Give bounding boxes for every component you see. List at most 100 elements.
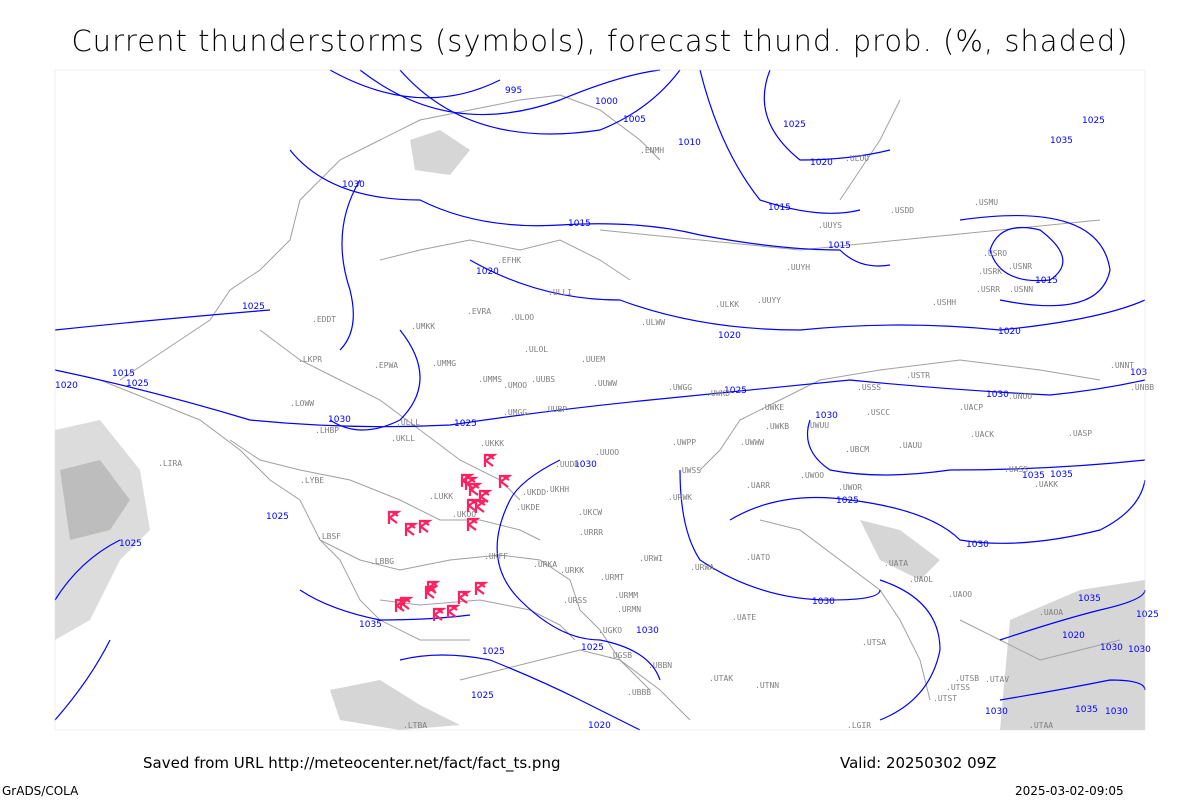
isobar-label: 1035: [1050, 136, 1073, 146]
station-label: .UUEM: [581, 355, 605, 364]
station-label: .UKLL: [391, 434, 415, 443]
station-label: .UAUU: [898, 441, 922, 450]
station-label: .ENMH: [640, 146, 664, 155]
isobar-label: 1005: [623, 115, 646, 125]
isobar-label: 1025: [119, 539, 142, 549]
isobar-label: 1025: [266, 512, 289, 522]
station-label: .URKK: [560, 566, 584, 575]
station-label: .UWGG: [668, 383, 692, 392]
map-title: Current thunderstorms (symbols), forecas…: [71, 24, 1129, 58]
station-label: .UARR: [746, 481, 770, 490]
station-label: .URSS: [563, 596, 587, 605]
station-label: .UKCW: [578, 508, 602, 517]
isobar-label: 1025: [126, 379, 149, 389]
station-label: .UMOO: [503, 381, 527, 390]
station-label: .UTSS: [946, 683, 970, 692]
station-label: .UASS: [1004, 465, 1028, 474]
station-label: .UWOR: [838, 483, 862, 492]
station-label: .USNN: [1009, 285, 1033, 294]
isobar-label: 1035: [1050, 470, 1073, 480]
station-label: .UTAK: [709, 674, 733, 683]
station-label: .UGSB: [608, 651, 632, 660]
thunderstorm-symbol: [474, 499, 489, 513]
map-frame: [54, 69, 1146, 731]
station-label: .UNBB: [1130, 383, 1154, 392]
isobar-label: 1020: [810, 158, 833, 168]
station-label: .UKFF: [484, 552, 508, 561]
station-label: .UAOO: [948, 590, 972, 599]
isobar-label: 1020: [1062, 631, 1085, 641]
station-label: .UUDD: [555, 460, 579, 469]
station-label: .UUOO: [595, 448, 619, 457]
station-label: .EDDT: [312, 315, 336, 324]
station-label: .URWA: [690, 563, 714, 572]
station-label: .URWI: [639, 554, 663, 563]
station-label: .UNOO: [1008, 392, 1032, 401]
station-label: .UMGG: [503, 408, 527, 417]
isobar-label: 1020: [588, 721, 611, 731]
isobar-label: 1030: [812, 597, 835, 607]
station-label: .LBBG: [370, 557, 394, 566]
station-label: .UACK: [970, 430, 994, 439]
isobar-label: 1030: [328, 415, 351, 425]
station-label: .ULLL: [396, 418, 420, 427]
isobar-label: 1015: [828, 241, 851, 251]
station-label: .UATA: [884, 559, 908, 568]
thunderstorm-symbol: [418, 519, 433, 533]
station-label: .EPWA: [374, 361, 398, 370]
station-label: .UATE: [732, 613, 756, 622]
isobar-label: 1030: [985, 707, 1008, 717]
isobar-label: 1035: [1022, 471, 1045, 481]
station-label: .URKA: [533, 560, 557, 569]
station-label: .URRR: [579, 528, 603, 537]
station-label: .URWK: [668, 493, 692, 502]
thunderstorm-symbol: [483, 453, 498, 467]
isobar-label: 1015: [768, 203, 791, 213]
station-label: .UUYH: [786, 263, 810, 272]
isobar-label: 1030: [986, 390, 1009, 400]
isobar-label: 1030: [1105, 707, 1128, 717]
isobar-label: 1035: [359, 620, 382, 630]
thunderstorm-symbol: [466, 517, 481, 531]
station-label: .USTR: [906, 371, 930, 380]
isobar-label: 1030: [966, 540, 989, 550]
thunderstorm-symbol: [498, 474, 513, 488]
station-label: .USHH: [932, 298, 956, 307]
thunderstorm-symbols: [387, 453, 513, 621]
station-label: .URMT: [600, 573, 624, 582]
isobar-label: 1015: [1035, 276, 1058, 286]
station-label: .UKOO: [452, 510, 476, 519]
station-label: .UAKK: [1034, 480, 1058, 489]
thunderstorm-symbol: [424, 585, 439, 599]
station-label: .ULWW: [641, 318, 665, 327]
station-label: .UNNT: [1110, 361, 1134, 370]
isobar-label: 1025: [482, 647, 505, 657]
thunderstorm-symbol: [446, 604, 461, 618]
isobar-label: 1030: [342, 180, 365, 190]
station-labels: .ENMH .ULOO .UUYS .USDD .USMU .UUYH .USRO .USRK…: [158, 146, 1154, 730]
thunderstorm-symbol: [474, 581, 489, 595]
isobar-label: 1035: [1075, 705, 1098, 715]
software-credit: GrADS/COLA: [2, 784, 79, 798]
isobar-label: 1030: [1128, 645, 1151, 655]
isobar-label: 1025: [783, 120, 806, 130]
station-label: .UBBN: [648, 661, 672, 670]
station-label: .UTST: [933, 694, 957, 703]
station-label: .LUKK: [429, 492, 453, 501]
thunderstorm-symbol: [387, 510, 402, 524]
station-label: .USNR: [1008, 262, 1032, 271]
station-label: .UMKK: [411, 322, 435, 331]
station-label: .USRR: [976, 285, 1000, 294]
isobar-label: 1025: [471, 691, 494, 701]
station-label: .UMMG: [432, 359, 456, 368]
thunderstorm-symbol: [457, 590, 472, 604]
station-label: .UMMS: [478, 375, 502, 384]
isobar-label: 1020: [998, 327, 1021, 337]
country-borders: [99, 94, 1121, 721]
station-label: .UAOA: [1039, 608, 1063, 617]
station-label: .UWWW: [740, 438, 764, 447]
station-label: .ULOO: [845, 154, 869, 163]
station-label: .UTAV: [985, 675, 1009, 684]
isobar-label: 1010: [678, 138, 701, 148]
